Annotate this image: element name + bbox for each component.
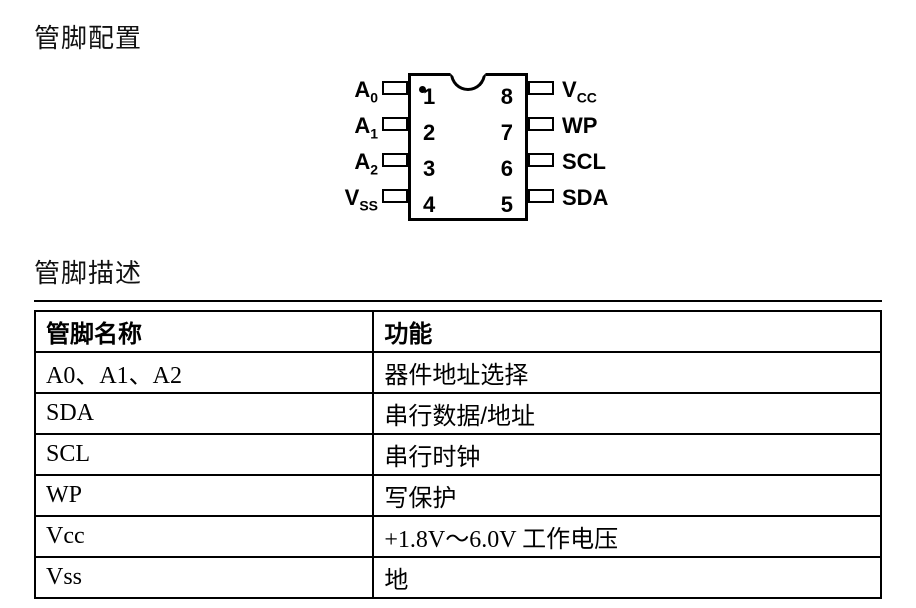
- section-divider: [34, 300, 882, 302]
- pin-number: 4: [423, 192, 435, 218]
- pin-label-vcc: VCC: [562, 77, 597, 105]
- table-cell-func: 器件地址选择: [373, 352, 881, 393]
- table-row: Vcc +1.8V～6.0V 工作电压: [35, 516, 881, 557]
- pin-description-table: 管脚名称 功能 A0、A1、A2 器件地址选择 SDA 串行数据/地址 SCL …: [34, 310, 882, 599]
- pin-number: 6: [501, 156, 513, 182]
- table-row: WP 写保护: [35, 475, 881, 516]
- pin-number: 7: [501, 120, 513, 146]
- table-cell-name: A0、A1、A2: [35, 352, 373, 393]
- pin-lead: [382, 117, 408, 131]
- pin-lead: [382, 81, 408, 95]
- section-title-pin-config: 管脚配置: [34, 18, 882, 55]
- pin-label-wp: WP: [562, 113, 597, 139]
- table-cell-func: 写保护: [373, 475, 881, 516]
- table-cell-func: 串行数据/地址: [373, 393, 881, 434]
- pin-number: 3: [423, 156, 435, 182]
- table-row: A0、A1、A2 器件地址选择: [35, 352, 881, 393]
- table-cell-name: Vss: [35, 557, 373, 598]
- pin-lead: [382, 189, 408, 203]
- pin-lead: [528, 153, 554, 167]
- pin-label-a2: A2: [354, 149, 378, 177]
- pin-label-sda: SDA: [562, 185, 608, 211]
- pin-lead: [382, 153, 408, 167]
- table-header-func: 功能: [373, 311, 881, 352]
- chip-body: 1 2 3 4 8 7 6 5: [408, 73, 528, 221]
- pin-number: 2: [423, 120, 435, 146]
- section-title-pin-desc: 管脚描述: [34, 253, 882, 290]
- pin-label-scl: SCL: [562, 149, 606, 175]
- pin-lead: [528, 81, 554, 95]
- table-row: SDA 串行数据/地址: [35, 393, 881, 434]
- chip-pinout-diagram: A0 A1 A2 VSS 1 2 3 4 8 7 6 5: [198, 65, 718, 235]
- table-cell-name: WP: [35, 475, 373, 516]
- table-cell-name: SDA: [35, 393, 373, 434]
- pin-number: 8: [501, 84, 513, 110]
- pin-lead: [528, 189, 554, 203]
- pin-label-a1: A1: [354, 113, 378, 141]
- table-cell-name: SCL: [35, 434, 373, 475]
- table-cell-name: Vcc: [35, 516, 373, 557]
- table-cell-func: +1.8V～6.0V 工作电压: [373, 516, 881, 557]
- pin-lead: [528, 117, 554, 131]
- table-cell-func: 串行时钟: [373, 434, 881, 475]
- pin-label-a0: A0: [354, 77, 378, 105]
- table-cell-func: 地: [373, 557, 881, 598]
- table-row: SCL 串行时钟: [35, 434, 881, 475]
- pin-label-vss: VSS: [345, 185, 378, 213]
- table-header-name: 管脚名称: [35, 311, 373, 352]
- pin-number: 1: [423, 84, 435, 110]
- table-row: Vss 地: [35, 557, 881, 598]
- chip-notch: [450, 73, 486, 91]
- pin-number: 5: [501, 192, 513, 218]
- table-header-row: 管脚名称 功能: [35, 311, 881, 352]
